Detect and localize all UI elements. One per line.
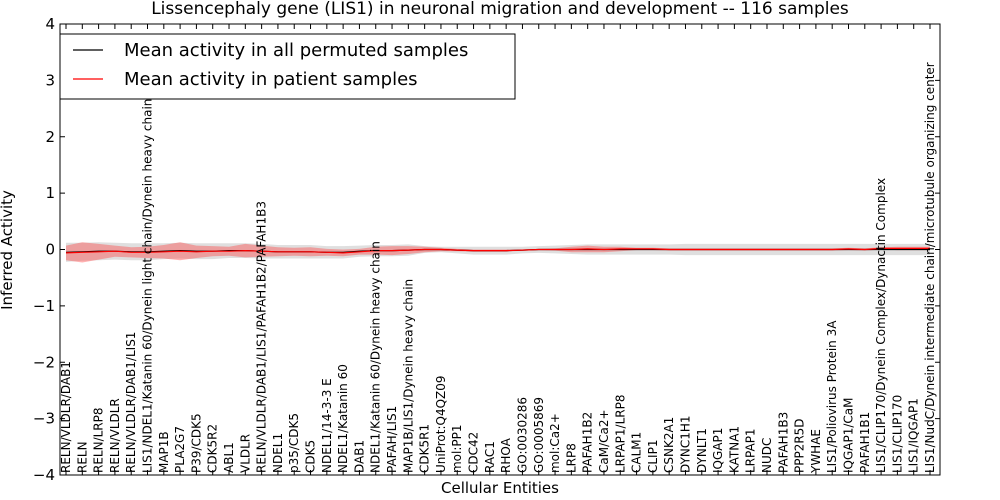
x-tick-label: CDK5R2 — [206, 424, 220, 473]
x-tick-label: CLIP1 — [646, 440, 660, 473]
x-tick-label: NDEL1/14-3-3 E — [320, 378, 334, 473]
y-tick-label: −2 — [33, 353, 55, 371]
legend-label: Mean activity in all permuted samples — [124, 40, 468, 61]
chart-title: Lissencephaly gene (LIS1) in neuronal mi… — [151, 0, 849, 19]
x-tick-label: PAFAH/LIS1 — [385, 406, 399, 473]
x-tick-label: RHOA — [499, 437, 513, 473]
x-tick-label: VLDLR — [238, 434, 252, 473]
x-tick-label: CDK5 — [304, 440, 318, 473]
x-tick-label: MAP1B/LIS1/Dynein heavy chain — [401, 279, 415, 473]
x-tick-label: YWHAE — [809, 429, 823, 474]
x-tick-label: DYNLT1 — [695, 428, 709, 473]
x-tick-label: DYNC1H1 — [678, 415, 692, 473]
x-tick-label: p35/CDK5 — [287, 413, 301, 473]
x-tick-label: PAFAH1B3 — [776, 412, 790, 473]
x-tick-label: IQGAP1 — [711, 428, 725, 473]
y-tick-label: −3 — [33, 410, 55, 428]
x-tick-label: mol:Ca2+ — [548, 413, 562, 473]
x-tick-label: LRPAP1 — [744, 428, 758, 473]
x-tick-label: LIS1/CLIP170 — [890, 395, 904, 473]
x-tick-label: GO:0030286 — [515, 397, 529, 473]
x-tick-label: KATNA1 — [727, 426, 741, 473]
x-tick-label: LIS1/NudC/Dynein intermediate chain/micr… — [923, 62, 937, 473]
legend-label: Mean activity in patient samples — [124, 69, 418, 90]
x-tick-label: RELN/VLDLR/DAB1 — [59, 361, 73, 473]
x-tick-label: DAB1 — [352, 440, 366, 473]
x-tick-label: NDEL1/Katanin 60/Dynein heavy chain — [369, 241, 383, 473]
x-tick-label: RAC1 — [483, 441, 497, 473]
x-tick-label: PAFAH1B1 — [858, 412, 872, 473]
line-patient-mean — [65, 247, 930, 254]
x-tick-label: P39/CDK5 — [189, 413, 203, 473]
y-tick-label: 4 — [45, 15, 55, 33]
y-tick-label: 2 — [45, 128, 55, 146]
x-tick-label: LIS1/NDEL1/Katanin 60/Dynein light chain… — [141, 99, 155, 473]
x-tick-label: ABL1 — [222, 442, 236, 473]
x-tick-label: CALM1 — [630, 432, 644, 473]
y-tick-label: 3 — [45, 71, 55, 89]
y-tick-label: 1 — [45, 184, 55, 202]
y-tick-label: −1 — [33, 297, 55, 315]
x-tick-label: PPP2R5D — [793, 418, 807, 473]
x-tick-label: RELN/LRP8 — [92, 407, 106, 473]
x-tick-label: LIS1/CLIP170/Dynein Complex/Dynactin Com… — [874, 178, 888, 473]
x-tick-label: RELN/VLDLR/DAB1/LIS1/PAFAH1B2/PAFAH1B3 — [255, 201, 269, 473]
x-tick-label: MAP1B — [157, 431, 171, 473]
x-tick-label: RELN — [75, 441, 89, 473]
x-tick-label: LIS1/Poliovirus Protein 3A — [825, 320, 839, 473]
x-axis-label: Cellular Entities — [441, 479, 559, 497]
x-tick-label: CDC42 — [467, 432, 481, 473]
y-axis-label: Inferred Activity — [0, 190, 16, 310]
x-tick-label: LRP8 — [564, 443, 578, 473]
x-tick-label: CDK5R1 — [418, 424, 432, 473]
x-tick-label: RELN/VLDLR — [108, 398, 122, 473]
legend-box — [59, 33, 516, 100]
plot-area: −4 −3 −2 −1 0 1 2 3 4 RELN/VLDLR/DAB1 RELN RELN/LRP… — [33, 15, 941, 484]
x-tick-label: RELN/VLDLR/DAB1/LIS1 — [124, 332, 138, 473]
x-tick-label: PAFAH1B2 — [581, 412, 595, 473]
x-tick-label: LIS1/IQGAP1 — [907, 398, 921, 473]
x-tick-label: GO:0005869 — [532, 397, 546, 473]
y-tick-label: −4 — [33, 466, 55, 484]
band-permuted — [66, 242, 930, 262]
x-tick-label: PLA2G7 — [173, 426, 187, 473]
x-tick-label: NUDC — [760, 438, 774, 473]
x-tick-label: NDEL1/Katanin 60 — [336, 364, 350, 473]
x-tick-label: IQGAP1/CaM — [841, 398, 855, 474]
x-tick-label: NDEL1 — [271, 433, 285, 473]
x-tick-label: LRPAP1/LRP8 — [613, 394, 627, 473]
x-tick-label: CSNK2A1 — [662, 417, 676, 473]
x-tick-label: CaM/Ca2+ — [597, 409, 611, 473]
y-tick-label: 0 — [45, 241, 55, 259]
x-tick-label: mol:PP1 — [450, 424, 464, 473]
x-tick-label: UniProt:Q4QZ09 — [434, 375, 448, 473]
band-patient — [66, 242, 930, 263]
